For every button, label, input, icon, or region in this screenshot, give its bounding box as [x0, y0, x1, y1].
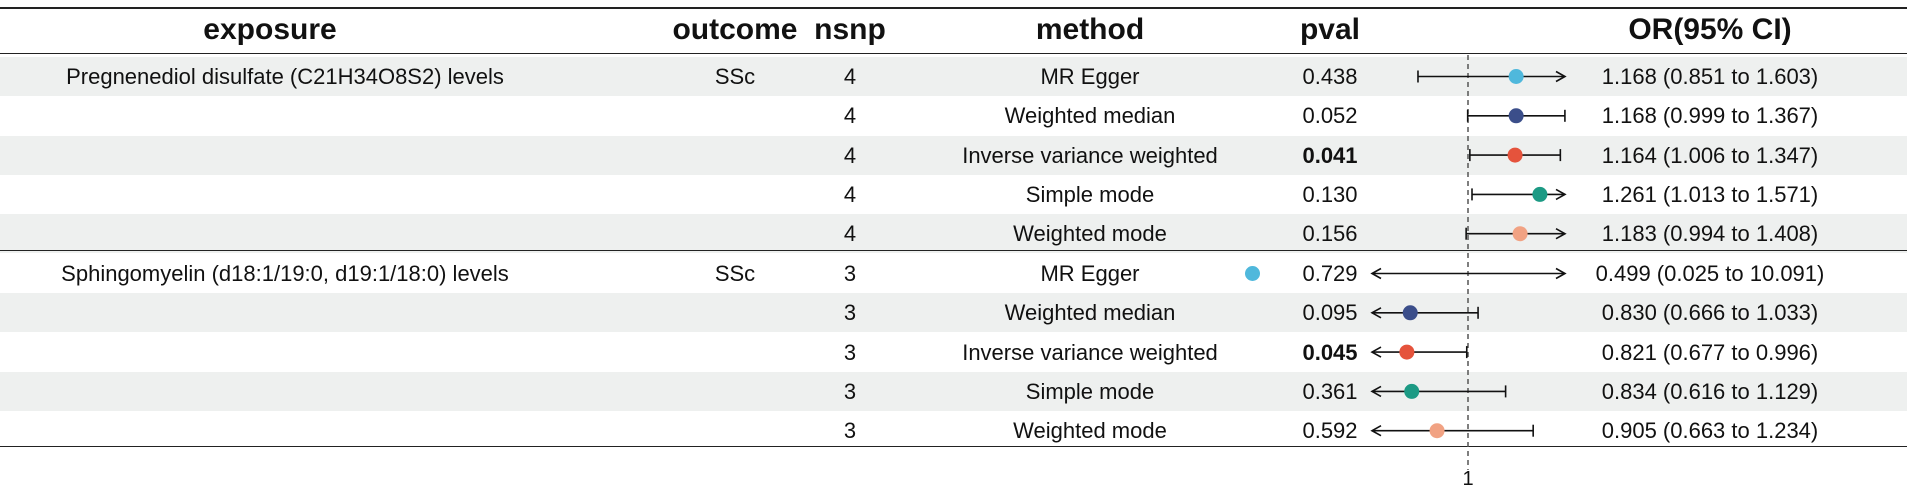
pval-cell: 0.045 [1302, 339, 1358, 365]
point-estimate [1245, 266, 1261, 281]
exposure-cell: Sphingomyelin (d18:1/19:0, d19:1/18:0) l… [61, 261, 509, 286]
point-estimate [1532, 186, 1548, 202]
table-row: 4 Simple mode 0.130 1.261 (1.013 to 1.571) [0, 175, 1907, 214]
ci-arrow-left [1370, 425, 1382, 437]
header-method: method [1035, 13, 1145, 46]
ci-arrow-right [1555, 70, 1567, 83]
header-pval: pval [1299, 13, 1361, 46]
or-ci-cell: 0.821 (0.677 to 0.996) [1601, 339, 1819, 365]
method-cell: Inverse variance weighted [962, 339, 1218, 365]
method-cell: MR Egger [1040, 261, 1140, 286]
or-ci-cell: 0.905 (0.663 to 1.234) [1601, 418, 1819, 444]
nsnp-cell: 3 [843, 300, 857, 326]
method-cell: Simple mode [1025, 378, 1155, 404]
ci-arrow-left [1370, 385, 1382, 398]
or-ci-cell: 1.168 (0.999 to 1.367) [1601, 103, 1819, 129]
nsnp-cell: 4 [843, 142, 857, 168]
or-ci-cell: 0.499 (0.025 to 10.091) [1595, 261, 1825, 286]
point-estimate [1404, 383, 1420, 399]
ci-arrow-left [1370, 307, 1382, 319]
ci-arrow-left [1370, 346, 1382, 358]
table-row: 4 Inverse variance weighted 0.041 1.164 (1.… [0, 135, 1907, 175]
pval-cell: 0.052 [1302, 103, 1358, 129]
header-nsnp: nsnp [814, 13, 886, 46]
point-estimate [1399, 344, 1415, 360]
table-row: Pregnenediol disulfate (C21H34O8S2) leve… [0, 57, 1907, 96]
nsnp-cell: 3 [843, 261, 857, 286]
table-row: 4 Weighted median 0.052 1.168 (0.999 to 1.3… [0, 96, 1907, 135]
outcome-cell: SSc [714, 261, 756, 286]
nsnp-cell: 4 [843, 221, 857, 247]
point-estimate [1429, 423, 1445, 439]
pval-cell: 0.361 [1302, 378, 1358, 404]
table-row: 3 Inverse variance weighted 0.045 0.821 (0.… [0, 333, 1907, 372]
method-cell: Simple mode [1025, 181, 1155, 207]
table-row: 3 Simple mode 0.361 0.834 (0.616 to 1.129) [0, 371, 1907, 411]
pval-cell: 0.438 [1302, 64, 1358, 89]
or-ci-cell: 1.168 (0.851 to 1.603) [1601, 64, 1819, 89]
or-ci-cell: 0.834 (0.616 to 1.129) [1601, 378, 1819, 404]
header-exposure: exposure [203, 13, 337, 46]
ci-arrow-right [1555, 188, 1567, 201]
table-row: 3 Weighted mode 0.592 0.905 (0.663 to 1.234… [0, 411, 1907, 450]
or-ci-cell: 1.164 (1.006 to 1.347) [1601, 142, 1819, 168]
ci-arrow-right [1555, 267, 1567, 280]
point-estimate [1512, 226, 1528, 242]
point-estimate [1508, 108, 1524, 124]
point-estimate [1508, 69, 1524, 84]
pval-cell: 0.156 [1302, 221, 1358, 247]
table-row: 3 Weighted median 0.095 0.830 (0.666 to 1.0… [0, 293, 1907, 333]
header-rule [0, 53, 1907, 54]
or-ci-cell: 0.830 (0.666 to 1.033) [1601, 300, 1819, 326]
nsnp-cell: 3 [843, 339, 857, 365]
pval-cell: 0.592 [1302, 418, 1358, 444]
or-ci-cell: 1.261 (1.013 to 1.571) [1601, 181, 1819, 207]
pval-cell: 0.095 [1302, 300, 1358, 326]
nsnp-cell: 4 [843, 181, 857, 207]
outcome-cell: SSc [714, 64, 756, 89]
group-divider-rule [0, 250, 1907, 251]
header-or-ci: OR(95% CI) [1628, 13, 1792, 46]
nsnp-cell: 3 [843, 418, 857, 444]
method-cell: Weighted mode [1013, 221, 1167, 247]
method-cell: Weighted median [1004, 300, 1176, 326]
header-outcome: outcome [672, 13, 798, 46]
pval-cell: 0.729 [1302, 261, 1358, 286]
exposure-cell: Pregnenediol disulfate (C21H34O8S2) leve… [66, 64, 504, 89]
top-rule [0, 7, 1907, 9]
table-row: Sphingomyelin (d18:1/19:0, d19:1/18:0) l… [0, 254, 1907, 293]
nsnp-cell: 4 [843, 64, 857, 89]
x-tick-label: 1 [1462, 468, 1473, 488]
point-estimate [1507, 147, 1523, 163]
point-estimate [1402, 305, 1418, 321]
bottom-rule [0, 446, 1907, 447]
method-cell: Weighted mode [1013, 418, 1167, 444]
method-cell: Weighted median [1004, 103, 1176, 129]
table-row: 4 Weighted mode 0.156 1.183 (0.994 to 1.408… [0, 214, 1907, 254]
nsnp-cell: 3 [843, 378, 857, 404]
ci-arrow-left [1370, 267, 1382, 280]
nsnp-cell: 4 [843, 103, 857, 129]
ci-arrow-right [1555, 228, 1567, 240]
method-cell: MR Egger [1040, 64, 1140, 89]
method-cell: Inverse variance weighted [962, 142, 1218, 168]
pval-cell: 0.130 [1302, 181, 1358, 207]
or-ci-cell: 1.183 (0.994 to 1.408) [1601, 221, 1819, 247]
pval-cell: 0.041 [1302, 142, 1358, 168]
